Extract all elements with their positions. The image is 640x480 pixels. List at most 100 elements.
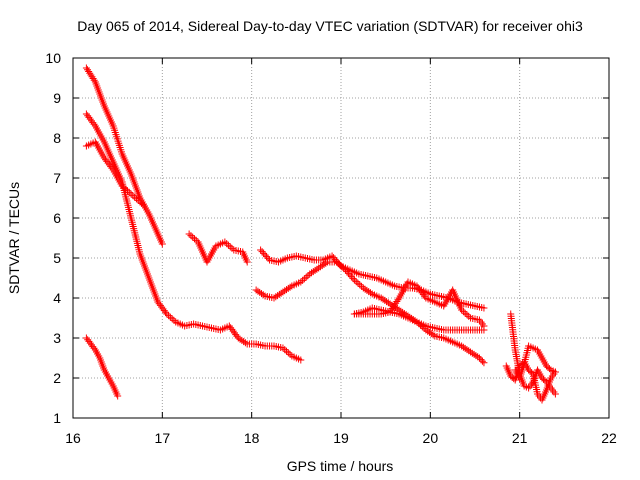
data-point: [480, 304, 488, 312]
x-tick-label: 19: [333, 430, 349, 446]
data-point: [358, 282, 366, 290]
data-point: [166, 313, 174, 321]
data-point: [254, 287, 262, 295]
data-point: [286, 350, 294, 358]
data-point: [383, 298, 391, 306]
data-point: [257, 290, 265, 298]
data-point: [394, 296, 402, 304]
data-point: [328, 252, 336, 260]
data-point: [366, 289, 374, 297]
data-point: [165, 312, 173, 320]
data-point: [304, 272, 312, 280]
data-point: [189, 233, 197, 241]
x-tick-label: 22: [601, 430, 617, 446]
data-point: [341, 266, 349, 274]
y-tick-label: 9: [53, 90, 61, 106]
y-tick-label: 5: [53, 250, 61, 266]
data-point: [226, 243, 234, 251]
data-point: [122, 185, 130, 193]
data-point: [120, 184, 128, 192]
data-point: [333, 258, 341, 266]
data-point: [347, 273, 355, 281]
data-point: [284, 284, 292, 292]
data-point: [330, 254, 338, 262]
data-point: [349, 274, 357, 282]
data-point: [270, 294, 278, 302]
data-point: [425, 328, 433, 336]
data-point: [261, 251, 269, 259]
data-point: [354, 279, 362, 287]
data-point: [461, 344, 469, 352]
data-point: [343, 268, 351, 276]
data-point: [318, 262, 326, 270]
x-tick-label: 17: [155, 430, 171, 446]
data-point: [281, 287, 289, 295]
data-point: [170, 316, 178, 324]
data-point: [90, 120, 98, 128]
data-point: [187, 232, 195, 240]
data-point: [256, 288, 264, 296]
data-point: [309, 268, 317, 276]
data-point: [320, 260, 328, 268]
data-point: [461, 309, 469, 317]
data-point: [315, 264, 323, 272]
data-series-3: [82, 138, 148, 210]
data-point: [90, 344, 98, 352]
data-point: [192, 236, 200, 244]
data-point: [299, 276, 307, 284]
data-point: [224, 241, 232, 249]
data-point: [480, 359, 488, 367]
data-point: [306, 270, 314, 278]
data-point: [240, 338, 248, 346]
data-point: [459, 308, 467, 316]
plot-frame: [72, 57, 610, 419]
data-point: [340, 264, 348, 272]
data-point: [114, 392, 122, 400]
data-point: [421, 292, 429, 300]
data-point: [336, 261, 344, 269]
data-point: [131, 193, 139, 201]
data-point: [259, 291, 267, 299]
data-point: [478, 357, 486, 365]
data-series-4: [82, 334, 122, 400]
data-point: [185, 230, 193, 238]
data-point: [129, 192, 137, 200]
data-point: [252, 286, 260, 294]
data-point: [334, 260, 342, 268]
data-point: [221, 238, 229, 246]
data-point: [338, 263, 346, 271]
data-point: [258, 248, 266, 256]
data-point: [263, 253, 271, 261]
data-point: [365, 288, 373, 296]
data-point: [344, 269, 352, 277]
data-point: [346, 271, 354, 279]
data-point: [297, 278, 305, 286]
y-tick-label: 1: [53, 410, 61, 426]
data-point: [322, 259, 330, 267]
y-tick-label: 10: [45, 50, 61, 66]
data-point: [286, 283, 294, 291]
y-tick-label: 6: [53, 210, 61, 226]
x-tick-label: 18: [244, 430, 260, 446]
data-point: [243, 258, 251, 266]
data-point: [275, 290, 283, 298]
data-point: [545, 365, 553, 373]
data-series-5: [185, 230, 251, 266]
data-point: [356, 281, 364, 289]
data-point: [480, 322, 488, 330]
data-point: [463, 346, 471, 354]
data-point: [459, 343, 467, 351]
data-point: [233, 332, 241, 340]
data-point: [470, 350, 478, 358]
data-point: [132, 195, 140, 203]
data-point: [352, 278, 360, 286]
data-point: [316, 263, 324, 271]
grid-lines: [73, 58, 609, 418]
data-point: [279, 288, 287, 296]
data-point: [123, 187, 131, 195]
data-point: [264, 254, 272, 262]
data-point: [465, 312, 473, 320]
data-point: [168, 315, 176, 323]
data-point: [134, 196, 142, 204]
